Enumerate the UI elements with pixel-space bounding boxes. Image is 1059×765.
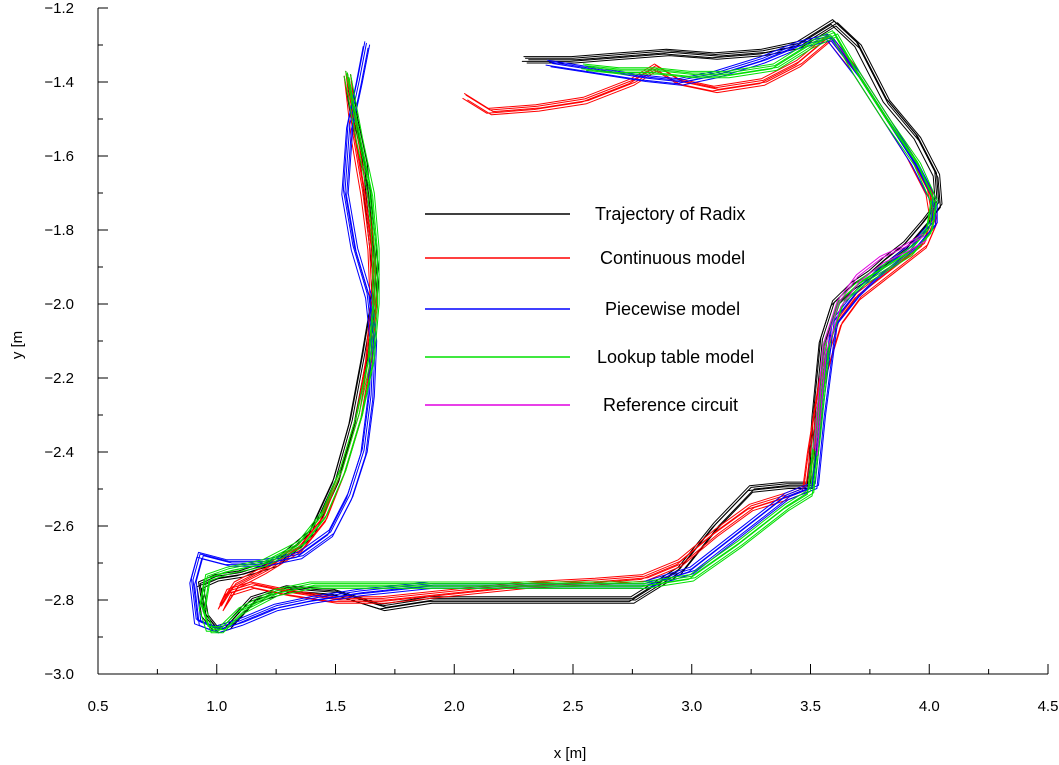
series-line [198,35,932,632]
x-tick-label: 4.5 [1038,698,1059,715]
axes-layer: 0.5 1.0 1.5 2.0 2.5 3.0 3.5 4.0 4.5 −3.0 −2.8 −2.6 −… [44,0,1058,715]
y-tick-label: −2.2 [44,370,74,387]
y-tick-label: −2.8 [44,592,74,609]
series-layer [189,19,943,634]
y-tick-label: −2.6 [44,518,74,535]
legend-label: Piecewise model [605,299,740,319]
series-line [202,31,935,629]
x-tick-label: 3.0 [681,698,702,715]
series-line [205,33,938,631]
y-tick-label: −2.4 [44,444,74,461]
x-tick-label: 4.0 [919,698,940,715]
series-line [221,35,935,607]
x-tick-label: 2.5 [563,698,584,715]
x-tick-label: 1.0 [206,698,227,715]
y-tick-label: −1.2 [44,0,74,17]
series-line [217,38,932,610]
y-tick-label: −1.8 [44,222,74,239]
y-tick-label: −1.6 [44,148,74,165]
x-tick-label: 3.5 [800,698,821,715]
legend: Trajectory of Radix Continuous model Piece… [425,204,754,415]
legend-label: Reference circuit [603,395,738,415]
x-axis-label: x [m] [554,745,587,762]
series-line [222,40,937,612]
y-axis-label: y [m [9,331,26,359]
legend-label: Trajectory of Radix [595,204,745,224]
series-continuous-model [217,33,938,612]
x-tick-label: 2.0 [444,698,465,715]
y-tick-label: −1.4 [44,74,74,91]
y-tick-label: −3.0 [44,666,74,683]
legend-label: Lookup table model [597,347,754,367]
series-line [194,40,937,634]
series-reference-circuit [813,233,927,456]
series-lookup-table-model [198,30,938,634]
series-line [190,33,933,627]
series-line [816,240,927,456]
series-line [814,235,925,451]
legend-label: Continuous model [600,248,745,268]
y-tick-label: −2.0 [44,296,74,313]
series-line [813,233,924,450]
x-tick-label: 1.5 [325,698,346,715]
x-tick-label: 0.5 [88,698,109,715]
